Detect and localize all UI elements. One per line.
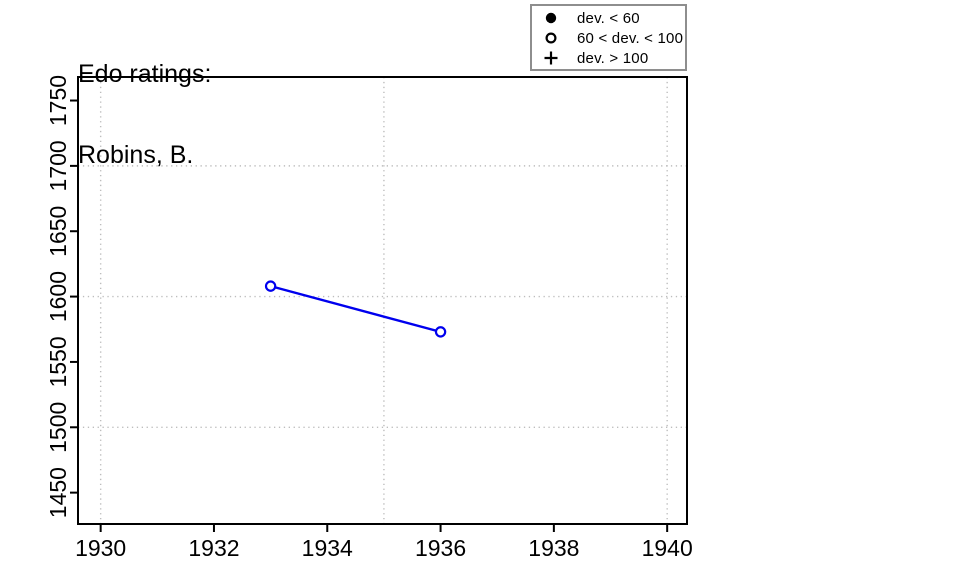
legend: dev. < 60 60 < dev. < 100 dev. > 100	[530, 4, 687, 71]
legend-item-label: 60 < dev. < 100	[577, 29, 684, 47]
chart-title-line1: Edo ratings:	[78, 60, 212, 88]
legend-item-dev-60-100: 60 < dev. < 100	[532, 28, 685, 48]
legend-item-dev-lt-60: dev. < 60	[532, 8, 685, 28]
x-axis-tick-label: 1938	[528, 535, 579, 561]
y-axis-tick-label: 1700	[45, 140, 71, 191]
y-axis-tick-label: 1650	[45, 206, 71, 257]
series-line	[270, 284, 441, 334]
open-circle-icon	[532, 30, 570, 46]
data-point-open-circle	[434, 326, 447, 338]
y-axis-tick-label: 1450	[45, 467, 71, 518]
x-axis-tick-label: 1930	[75, 535, 126, 561]
legend-item-dev-gt-100: dev. > 100	[532, 48, 685, 68]
legend-item-label: dev. > 100	[577, 49, 649, 67]
y-axis-tick-label: 1750	[45, 75, 71, 126]
legend-item-label: dev. < 60	[577, 9, 640, 27]
chart-title-line2: Robins, B.	[78, 141, 194, 169]
y-axis-tick-label: 1600	[45, 271, 71, 322]
x-axis-tick-label: 1932	[188, 535, 239, 561]
y-axis-tick-label: 1550	[45, 336, 71, 387]
plot-border	[77, 76, 688, 525]
data-point-open-circle	[264, 280, 277, 292]
x-axis-tick-label: 1936	[415, 535, 466, 561]
filled-circle-icon	[532, 10, 570, 26]
chart-title: Edo ratings: Robins, B.	[78, 7, 211, 223]
x-axis-tick-label: 1934	[302, 535, 353, 561]
plus-icon	[532, 50, 570, 66]
y-axis-tick-label: 1500	[45, 402, 71, 453]
x-axis-tick-label: 1940	[642, 535, 693, 561]
